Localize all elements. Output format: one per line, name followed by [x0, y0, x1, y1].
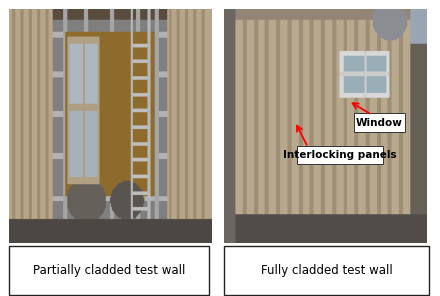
- FancyBboxPatch shape: [224, 246, 429, 295]
- Text: Partially cladded test wall: Partially cladded test wall: [33, 264, 185, 276]
- Text: Interlocking panels: Interlocking panels: [283, 150, 397, 160]
- FancyBboxPatch shape: [9, 246, 209, 295]
- Text: Fully cladded test wall: Fully cladded test wall: [261, 264, 392, 276]
- FancyBboxPatch shape: [354, 113, 405, 132]
- Text: Window: Window: [356, 118, 403, 128]
- FancyBboxPatch shape: [297, 146, 383, 164]
